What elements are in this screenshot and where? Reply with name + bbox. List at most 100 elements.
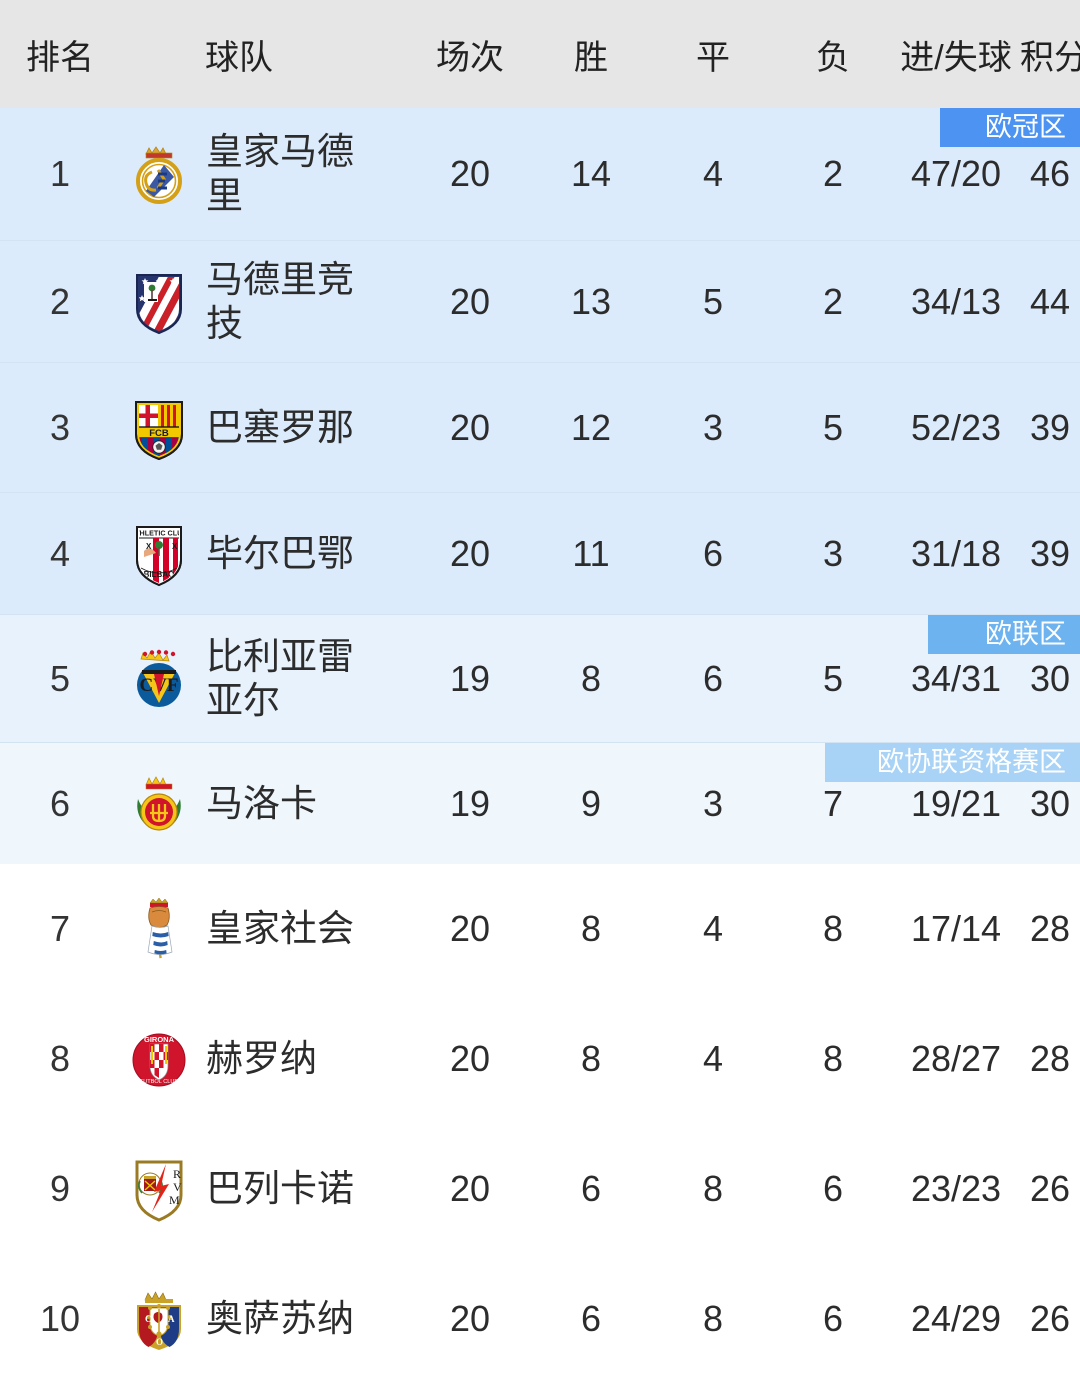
cell-team[interactable]: ATHLETIC CLUB X X BILBAO 毕尔巴鄂 [120, 521, 410, 587]
table-row[interactable]: 1 皇家马德里 20 14 4 2 47/20 46 欧冠区 [0, 108, 1080, 240]
svg-text:A: A [168, 1314, 175, 1324]
cell-team[interactable]: 皇家马德里 [120, 130, 410, 217]
cell-win: 6 [580, 1168, 602, 1209]
svg-text:ATHLETIC CLUB: ATHLETIC CLUB [131, 528, 188, 537]
table-row[interactable]: 2 [0, 240, 1080, 362]
table-row[interactable]: 4 ATHLETIC CLUB X X [0, 492, 1080, 614]
team-name: 马德里竞技 [206, 258, 354, 344]
cell-draw: 3 [702, 406, 724, 448]
barcelona-crest-icon: FCB [135, 400, 183, 460]
cell-team[interactable]: GIRONA FUTBOL CLUB 赫罗纳 [120, 1026, 410, 1092]
cell-goals: 24/29 [910, 1298, 1002, 1339]
column-header-goals: 进/失球 [900, 38, 1012, 77]
table-row[interactable]: 7 皇家社会 20 8 4 8 17/14 28 [0, 864, 1080, 994]
cell-loss: 5 [822, 406, 844, 448]
cell-rank: 9 [49, 1168, 71, 1209]
mallorca-crest-icon [137, 775, 181, 831]
table-row[interactable]: 3 FCB [0, 362, 1080, 492]
svg-text:X: X [172, 542, 178, 551]
cell-played: 20 [449, 1168, 491, 1209]
cell-draw: 4 [702, 1038, 724, 1079]
rayo-vallecano-crest-icon: R V M [135, 1160, 183, 1222]
cell-win: 8 [580, 657, 602, 699]
athletic-bilbao-crest-icon: ATHLETIC CLUB X X BILBAO [131, 525, 188, 586]
cell-goals: 17/14 [910, 908, 1002, 949]
cell-loss: 2 [822, 153, 844, 194]
cell-points: 44 [1029, 280, 1071, 322]
cell-goals: 34/31 [910, 657, 1002, 699]
team-name: 皇家社会 [206, 908, 354, 950]
cell-points: 39 [1029, 406, 1071, 448]
cell-goals: 34/13 [910, 280, 1002, 322]
cell-loss: 6 [822, 1168, 844, 1209]
column-header-rank: 排名 [26, 38, 94, 77]
column-header-draw: 平 [696, 38, 730, 77]
cell-win: 14 [570, 153, 612, 194]
table-row[interactable]: 8 GIRONA FUTBOL CLUB 赫罗纳 20 8 4 8 28/27 28 [0, 994, 1080, 1124]
cell-points: 39 [1029, 532, 1071, 574]
zone-badge-uecl: 欧协联资格赛区 [825, 743, 1080, 782]
cell-draw: 3 [702, 782, 724, 824]
osasuna-crest-icon: C A O [137, 1291, 181, 1350]
cell-loss: 5 [822, 657, 844, 699]
column-header-played: 场次 [436, 38, 504, 77]
team-name: 毕尔巴鄂 [206, 532, 354, 574]
cell-draw: 4 [702, 908, 724, 949]
cell-goals: 52/23 [910, 406, 1002, 448]
table-row[interactable]: 9 R V M 巴列卡诺 20 6 8 6 23/23 26 [0, 1124, 1080, 1254]
cell-team[interactable]: 皇家社会 [120, 896, 410, 962]
cell-loss: 6 [822, 1298, 844, 1339]
svg-text:BILBAO: BILBAO [144, 570, 175, 579]
table-row[interactable]: 6 马洛卡 19 9 3 7 19/21 30 欧协联资格赛区 [0, 742, 1080, 864]
cell-win: 8 [580, 1038, 602, 1079]
cell-goals: 28/27 [910, 1038, 1002, 1079]
cell-goals: 31/18 [910, 532, 1002, 574]
cell-team[interactable]: 马德里竞技 [120, 258, 410, 345]
cell-draw: 5 [702, 280, 724, 322]
svg-text:C: C [145, 1314, 152, 1324]
cell-rank: 1 [49, 153, 71, 194]
cell-played: 20 [449, 908, 491, 949]
cell-team[interactable]: 马洛卡 [120, 771, 410, 837]
cell-win: 13 [570, 280, 612, 322]
cell-draw: 8 [702, 1298, 724, 1339]
column-header-points: 积分 [1020, 38, 1080, 77]
svg-text:GIRONA: GIRONA [144, 1035, 175, 1044]
cell-draw: 8 [702, 1168, 724, 1209]
cell-played: 20 [449, 153, 491, 194]
team-name: 皇家马德里 [206, 131, 354, 216]
cell-loss: 8 [822, 1038, 844, 1079]
real-sociedad-crest-icon [147, 897, 173, 959]
svg-text:FCB: FCB [149, 428, 169, 439]
cell-team[interactable]: R V M 巴列卡诺 [120, 1156, 410, 1222]
cell-rank: 10 [39, 1298, 81, 1339]
cell-played: 19 [449, 657, 491, 699]
svg-text:O: O [156, 1337, 163, 1347]
cell-goals: 19/21 [910, 782, 1002, 824]
cell-team[interactable]: FCB 巴塞罗那 [120, 395, 410, 461]
svg-text:FUTBOL CLUB: FUTBOL CLUB [140, 1079, 179, 1085]
cell-win: 12 [570, 406, 612, 448]
real-madrid-crest-icon [136, 146, 182, 204]
team-name: 巴塞罗那 [206, 406, 354, 448]
cell-played: 20 [449, 406, 491, 448]
cell-win: 9 [580, 782, 602, 824]
cell-team[interactable]: CVF 比利亚雷亚尔 [120, 635, 410, 722]
svg-text:M: M [169, 1193, 180, 1207]
cell-points: 30 [1029, 657, 1071, 699]
team-name: 奥萨苏纳 [206, 1298, 354, 1340]
svg-text:R: R [173, 1167, 181, 1181]
zone-badge-ucl: 欧冠区 [940, 108, 1080, 147]
cell-win: 11 [572, 532, 610, 574]
cell-loss: 3 [822, 532, 844, 574]
cell-goals: 47/20 [910, 153, 1002, 194]
team-name: 比利亚雷亚尔 [206, 635, 354, 721]
table-header-row: 排名 球队 场次 胜 平 负 进/失球 积分 [0, 0, 1080, 108]
table-row[interactable]: 10 C A O 奥萨苏纳 20 6 8 6 24/29 26 [0, 1254, 1080, 1384]
cell-points: 28 [1029, 1038, 1071, 1079]
cell-points: 46 [1029, 153, 1071, 194]
cell-played: 20 [449, 280, 491, 322]
cell-rank: 6 [49, 782, 71, 824]
cell-team[interactable]: C A O 奥萨苏纳 [120, 1286, 410, 1352]
